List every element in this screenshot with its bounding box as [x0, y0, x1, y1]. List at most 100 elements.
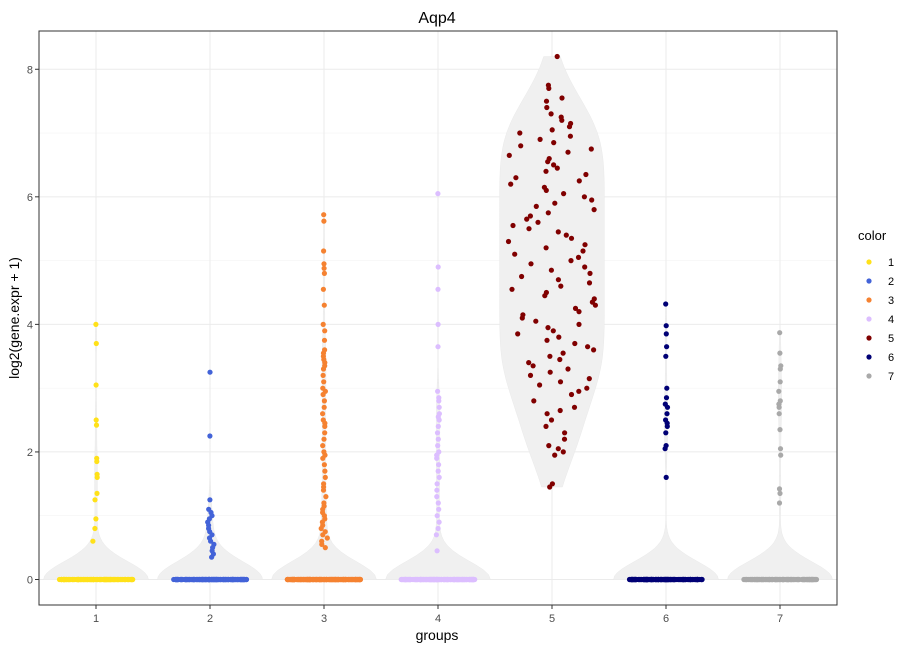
data-point — [586, 280, 593, 286]
data-point — [664, 344, 670, 350]
data-point — [320, 391, 326, 398]
data-point — [542, 293, 548, 299]
data-point — [434, 494, 440, 500]
legend-label: 1 — [888, 257, 894, 269]
data-point — [469, 576, 475, 583]
data-point — [510, 222, 516, 229]
data-point — [435, 443, 441, 449]
data-point — [582, 242, 588, 248]
data-point — [93, 417, 99, 423]
data-point — [87, 576, 93, 583]
data-point — [581, 194, 588, 200]
data-point — [664, 404, 671, 410]
data-point — [777, 446, 784, 452]
data-point — [546, 85, 552, 91]
data-point — [800, 576, 807, 583]
data-point — [435, 423, 441, 429]
data-point — [582, 264, 588, 270]
data-point — [560, 449, 566, 455]
data-point — [435, 436, 441, 442]
data-point — [322, 423, 328, 429]
data-point — [555, 446, 561, 452]
data-point — [321, 212, 327, 218]
data-point — [528, 261, 534, 267]
data-point — [777, 427, 783, 433]
data-point — [94, 490, 100, 496]
data-point — [213, 576, 219, 583]
data-point — [544, 104, 550, 111]
data-point — [626, 576, 633, 583]
data-point — [558, 283, 564, 289]
data-point — [537, 136, 543, 142]
data-point — [531, 398, 537, 404]
data-point — [777, 330, 783, 336]
data-point — [566, 124, 573, 130]
data-point — [586, 376, 592, 382]
data-point — [118, 576, 124, 583]
data-point — [321, 436, 327, 442]
data-point — [544, 411, 550, 417]
data-point — [434, 481, 440, 487]
data-point — [209, 554, 215, 560]
data-point — [81, 576, 87, 583]
data-point — [321, 248, 327, 254]
data-point — [324, 535, 330, 541]
data-point — [544, 337, 550, 343]
data-point — [300, 576, 306, 583]
data-point — [559, 95, 565, 101]
data-point — [584, 385, 590, 391]
data-point — [319, 541, 325, 548]
data-point — [320, 576, 326, 583]
data-point — [436, 474, 442, 480]
data-point — [776, 486, 783, 492]
x-tick-label: 6 — [663, 613, 669, 625]
data-point — [436, 506, 442, 512]
data-point — [208, 538, 214, 544]
data-point — [321, 265, 327, 271]
data-point — [562, 430, 568, 436]
data-point — [515, 331, 521, 337]
data-point — [321, 398, 327, 404]
data-point — [65, 576, 71, 583]
data-point — [777, 379, 783, 385]
x-tick-label: 3 — [321, 613, 327, 625]
data-point — [591, 207, 597, 213]
data-point — [545, 210, 551, 216]
data-point — [761, 576, 767, 583]
y-tick-label: 8 — [27, 64, 33, 76]
data-point — [663, 430, 669, 436]
data-point — [93, 321, 99, 327]
data-point — [93, 382, 99, 388]
data-point — [567, 133, 574, 139]
data-point — [509, 286, 515, 292]
data-point — [320, 372, 326, 378]
data-point — [434, 513, 440, 519]
data-point — [294, 576, 300, 583]
data-point — [560, 350, 566, 356]
legend-key-5 — [866, 335, 872, 341]
x-tick-label: 1 — [93, 613, 99, 625]
data-point — [557, 356, 563, 363]
data-point — [672, 576, 678, 583]
data-point — [667, 576, 674, 583]
data-point — [568, 235, 575, 241]
data-point — [549, 127, 555, 133]
data-point — [552, 200, 558, 206]
data-point — [545, 325, 551, 331]
data-point — [681, 576, 687, 583]
data-point — [434, 455, 440, 461]
data-point — [775, 576, 781, 583]
legend-key-3 — [866, 297, 872, 303]
data-point — [321, 404, 327, 410]
data-point — [663, 395, 670, 401]
data-point — [537, 382, 543, 388]
y-tick-label: 0 — [27, 574, 33, 586]
y-tick-label: 2 — [27, 447, 33, 459]
data-point — [796, 576, 802, 583]
data-point — [92, 525, 98, 532]
data-point — [435, 264, 441, 270]
data-point — [551, 140, 557, 146]
data-point — [548, 267, 555, 273]
data-point — [546, 443, 552, 449]
